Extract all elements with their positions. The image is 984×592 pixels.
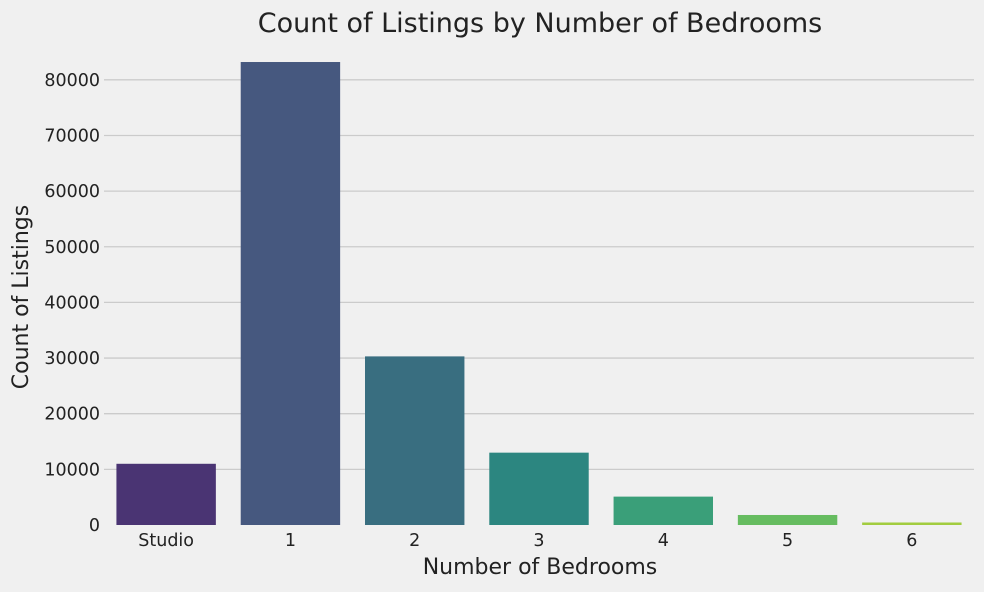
x-axis-label: Number of Bedrooms (423, 555, 658, 580)
y-tick-label: 50000 (44, 238, 100, 258)
y-tick-label: 20000 (44, 405, 100, 425)
bar-3 (489, 452, 589, 525)
y-tick-label: 70000 (44, 126, 100, 146)
y-tick-label: 0 (89, 516, 100, 536)
bars (116, 62, 962, 525)
bar-2 (365, 356, 465, 525)
bar-studio (116, 463, 216, 525)
y-tick-label: 80000 (44, 71, 100, 91)
bar-6 (862, 522, 962, 525)
x-tick-label: 2 (409, 531, 420, 551)
y-tick-label: 10000 (44, 460, 100, 480)
bar-5 (737, 514, 838, 525)
x-tick-label: 4 (658, 531, 669, 551)
x-tick-label: 3 (533, 531, 544, 551)
y-axis-ticks: 0 10000 20000 30000 40000 50000 60000 70000 8000… (44, 71, 100, 536)
x-tick-label: 5 (782, 531, 793, 551)
chart-title: Count of Listings by Number of Bedrooms (258, 8, 823, 39)
x-axis-ticks: Studio 1 2 3 4 5 6 (138, 531, 917, 551)
y-tick-label: 60000 (44, 182, 100, 202)
bar-4 (613, 496, 713, 525)
x-tick-label: 6 (906, 531, 917, 551)
x-tick-label: Studio (138, 531, 194, 551)
bar-1 (240, 62, 341, 525)
y-axis-label: Count of Listings (9, 205, 34, 389)
y-tick-label: 40000 (44, 293, 100, 313)
gridlines (104, 79, 974, 471)
x-tick-label: 1 (285, 531, 296, 551)
y-tick-label: 30000 (44, 349, 100, 369)
